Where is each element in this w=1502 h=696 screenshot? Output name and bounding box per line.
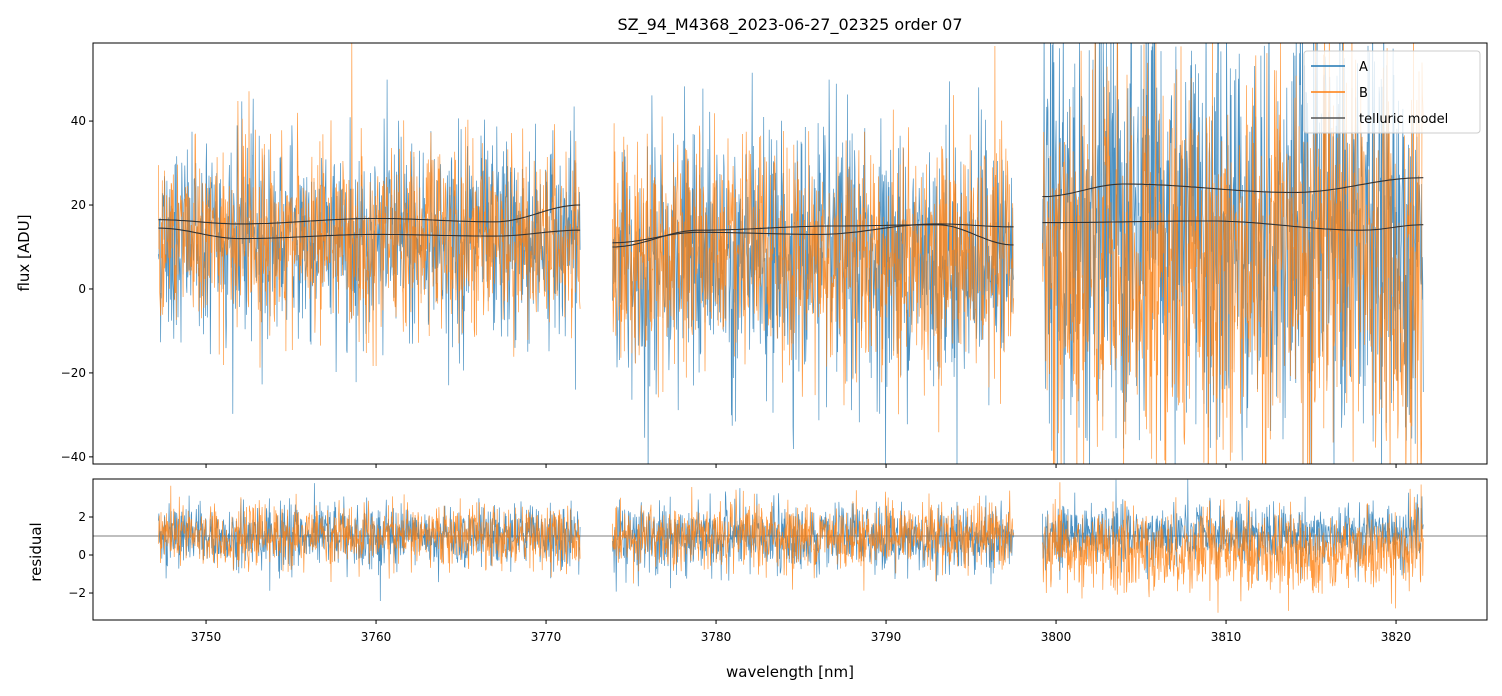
residual-series-B-segment-3 bbox=[1042, 482, 1424, 613]
xtick-label: 3800 bbox=[1041, 630, 1072, 644]
xlabel: wavelength [nm] bbox=[726, 663, 854, 681]
legend: A B telluric model bbox=[1303, 50, 1481, 134]
residual-series-B-segment-1 bbox=[158, 485, 581, 583]
flux-ylabel: flux [ADU] bbox=[15, 214, 33, 291]
chart-title: SZ_94_M4368_2023-06-27_02325 order 07 bbox=[617, 15, 962, 35]
xtick-label: 3790 bbox=[871, 630, 902, 644]
flux-ytick-label: 20 bbox=[71, 198, 86, 212]
residual-axes-frame bbox=[92, 478, 1488, 621]
residual-ytick-label: 0 bbox=[78, 548, 86, 562]
xtick-label: 3780 bbox=[701, 630, 732, 644]
telluric-model-curve-4 bbox=[612, 223, 1014, 244]
flux-ytick-label: 0 bbox=[78, 282, 86, 296]
xtick-label: 3820 bbox=[1381, 630, 1412, 644]
legend-label-telluric: telluric model bbox=[1359, 112, 1448, 127]
legend-label-b: B bbox=[1359, 86, 1368, 101]
xtick-label: 3750 bbox=[191, 630, 222, 644]
flux-series-B-segment-3 bbox=[1042, 43, 1424, 464]
residual-ytick-label: −2 bbox=[68, 586, 86, 600]
flux-ytick-label: −20 bbox=[61, 366, 86, 380]
flux-axes-frame bbox=[92, 42, 1488, 465]
flux-ytick-label: −40 bbox=[61, 450, 86, 464]
xtick-label: 3760 bbox=[361, 630, 392, 644]
telluric-model-curve-3 bbox=[612, 224, 1014, 248]
residual-plot-area bbox=[93, 479, 1487, 613]
residual-ylabel: residual bbox=[27, 522, 45, 581]
telluric-model-curve-2 bbox=[158, 227, 581, 240]
flux-ytick-label: 40 bbox=[71, 114, 86, 128]
xtick-label: 3810 bbox=[1211, 630, 1242, 644]
legend-box bbox=[1303, 50, 1481, 134]
residual-series-B-segment-2 bbox=[612, 486, 1014, 591]
legend-label-a: A bbox=[1359, 60, 1368, 75]
flux-series-B-segment-2 bbox=[612, 45, 1014, 433]
telluric-model-curve-6 bbox=[1042, 220, 1424, 231]
xtick-label: 3770 bbox=[531, 630, 562, 644]
telluric-model-curve-5 bbox=[1042, 177, 1424, 198]
flux-plot-area bbox=[158, 43, 1424, 464]
residual-ytick-label: 2 bbox=[78, 510, 86, 524]
telluric-model-curve-1 bbox=[158, 204, 581, 225]
